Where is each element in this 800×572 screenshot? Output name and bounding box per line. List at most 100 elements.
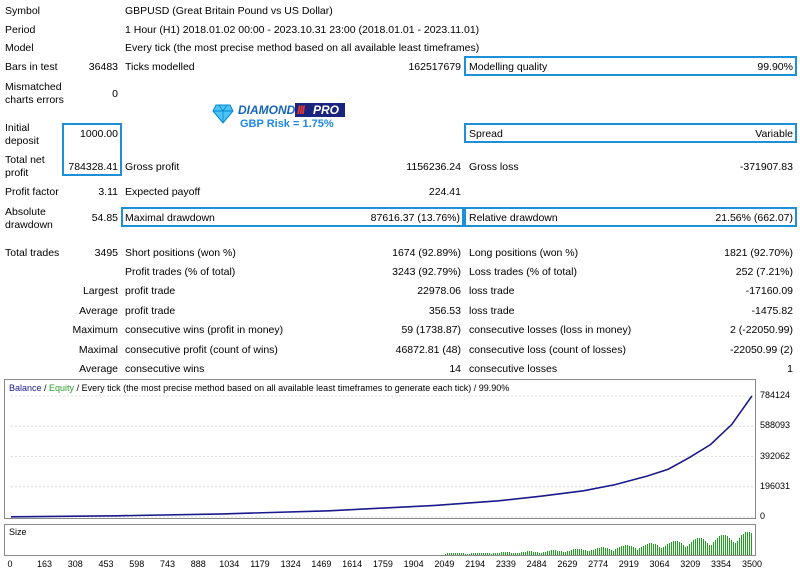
size-bar [695, 539, 696, 555]
size-bars [445, 532, 752, 555]
period-value: 1 Hour (H1) 2018.01.02 00:00 - 2023.10.3… [125, 24, 480, 36]
x-tick-label: 0 [7, 559, 13, 569]
size-bar [699, 538, 700, 555]
size-bar [725, 535, 726, 555]
size-bar [745, 532, 746, 555]
size-bar [711, 545, 712, 555]
size-bar [681, 543, 682, 555]
x-tick-label: 1759 [372, 559, 393, 569]
maximum-label: Maximum [72, 324, 118, 336]
size-bar [671, 542, 672, 555]
model-value: Every tick (the most precise method base… [125, 42, 480, 54]
mcp-label: consecutive profit (count of wins) [125, 344, 278, 356]
size-bar [605, 548, 606, 555]
size-bar [525, 552, 526, 555]
size-bar [457, 553, 458, 555]
size-bar [487, 553, 488, 555]
x-tick-label: 1324 [280, 559, 301, 569]
symbol-value: GBPUSD (Great Britain Pound vs US Dollar… [125, 5, 333, 17]
size-bar [453, 553, 454, 555]
size-bar [523, 552, 524, 555]
spread-label: Spread [469, 128, 503, 140]
absdd-label-1: Absolute [5, 206, 46, 218]
size-bar [721, 535, 722, 555]
size-bar [623, 546, 624, 555]
spread-value: Variable [755, 128, 793, 140]
al-label: loss trade [469, 305, 515, 317]
acl-label: consecutive losses [469, 363, 558, 375]
average2-label: Average [79, 363, 118, 375]
size-bar [729, 538, 730, 555]
size-bar [459, 553, 460, 555]
maxdd-value: 87616.37 (13.76%) [370, 212, 460, 224]
x-tick-label: 598 [129, 559, 145, 569]
size-bar [751, 533, 752, 555]
x-tick-label: 1904 [403, 559, 424, 569]
size-bar [731, 540, 732, 555]
size-bar [689, 544, 690, 555]
size-bar [549, 551, 550, 555]
size-bar [701, 538, 702, 555]
size-bar [495, 553, 496, 555]
size-bar [621, 546, 622, 555]
size-bar [665, 546, 666, 555]
average-label: Average [79, 305, 118, 317]
size-bar [735, 543, 736, 555]
x-tick-label: 308 [67, 559, 83, 569]
size-bar [465, 554, 466, 555]
size-bar [679, 542, 680, 555]
reldd-highlight [464, 207, 797, 227]
size-bar [521, 552, 522, 555]
symbol-label: Symbol [5, 5, 41, 17]
maximal-label: Maximal [78, 344, 118, 356]
mq-label: Modelling quality [469, 61, 548, 73]
size-bar [593, 550, 594, 555]
size-bar [573, 549, 574, 555]
initial-value: 1000.00 [80, 128, 118, 140]
size-bar [647, 544, 648, 555]
mcp-value: 46872.81 (48) [395, 344, 461, 356]
absdd-label-2: drawdown [5, 219, 53, 231]
legend-balance: Balance [9, 383, 42, 393]
acl-value: 1 [787, 363, 793, 375]
ticks-value: 162517679 [408, 61, 461, 73]
size-bar [539, 553, 540, 555]
size-bar [685, 547, 686, 555]
x-tick-label: 2339 [495, 559, 516, 569]
size-histogram: Size [4, 524, 756, 556]
size-bar [591, 550, 592, 555]
trades-value: 3495 [94, 247, 118, 259]
size-bar [733, 542, 734, 555]
size-bar [607, 548, 608, 555]
lt-label: Loss trades (% of total) [469, 266, 577, 278]
pf-label: Profit factor [5, 186, 59, 198]
logo-brand: DIAMOND [238, 103, 296, 117]
chart-header-rest: / Every tick (the most precise method ba… [74, 383, 510, 393]
model-label: Model [5, 42, 34, 54]
grossloss-value: -371907.83 [739, 161, 793, 173]
size-bar [625, 545, 626, 555]
largest-label: Largest [82, 285, 118, 297]
size-bar [579, 549, 580, 555]
reldd-value: 21.56% (662.07) [715, 212, 793, 224]
logo-pro-badge [295, 103, 345, 117]
initial-label-1: Initial [5, 122, 30, 134]
size-bar [659, 547, 660, 555]
size-bar [507, 552, 508, 555]
x-tick-label: 3500 [741, 559, 763, 569]
size-bar [655, 544, 656, 555]
size-bar [557, 551, 558, 555]
size-bar [491, 554, 492, 555]
legend-equity: Equity [49, 383, 75, 393]
size-bar [511, 553, 512, 555]
size-bar [617, 548, 618, 555]
balance-chart: Balance / Equity / Every tick (the most … [4, 379, 756, 519]
lt-value: 252 (7.21%) [735, 266, 793, 278]
initial-label-2: deposit [5, 135, 39, 147]
x-tick-label: 3354 [711, 559, 732, 569]
size-bar [581, 549, 582, 555]
maxdd-highlight [121, 207, 464, 227]
mcl-label: consecutive losses (loss in money) [469, 324, 632, 336]
bars-value: 36483 [88, 61, 118, 73]
size-bar [661, 548, 662, 555]
